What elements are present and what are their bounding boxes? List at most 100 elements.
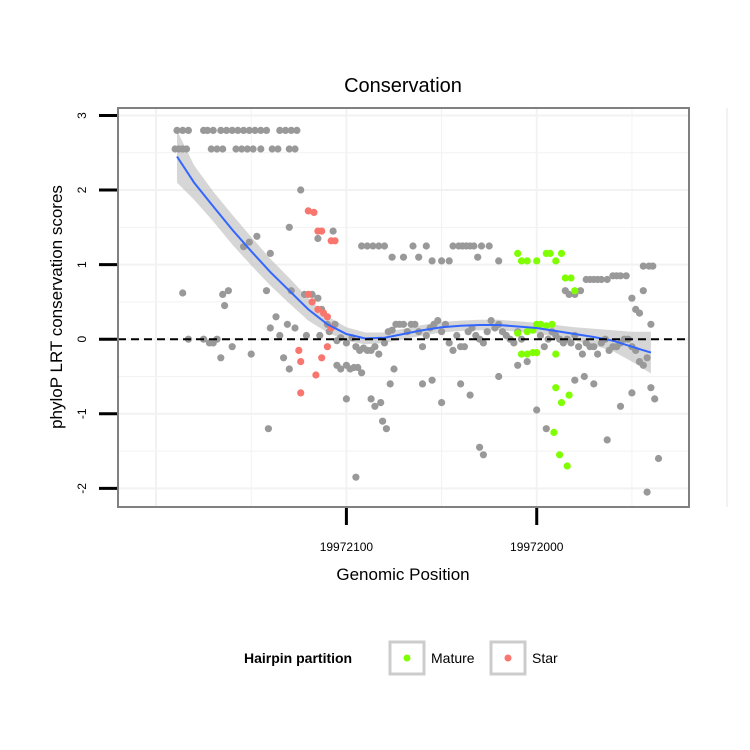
data-point-other — [302, 331, 310, 340]
data-point-mature — [514, 249, 522, 257]
data-point-mature — [546, 249, 554, 257]
data-point-other — [262, 287, 271, 295]
data-point-other — [485, 242, 493, 250]
data-point-other — [495, 372, 503, 381]
data-point-mature — [523, 257, 531, 265]
data-point-other — [285, 223, 293, 231]
data-point-other — [240, 126, 248, 134]
legend-label-mature: Mature — [431, 650, 475, 666]
scatter-points — [171, 126, 663, 496]
data-point-other — [428, 376, 436, 384]
data-point-other — [380, 339, 389, 347]
data-point-other — [173, 126, 181, 134]
data-point-other — [179, 126, 187, 134]
data-point-other — [203, 126, 212, 134]
data-point-other — [245, 126, 253, 134]
data-point-mature — [552, 257, 560, 265]
data-point-other — [445, 339, 453, 347]
data-point-other — [280, 354, 288, 362]
data-point-other — [434, 317, 442, 325]
data-point-other — [628, 294, 636, 302]
data-point-other — [540, 343, 548, 351]
confidence-band — [177, 130, 651, 374]
y-axis-title: phyloP LRT conservation scores — [47, 185, 66, 429]
data-point-other — [409, 242, 417, 250]
data-point-other — [616, 272, 625, 280]
data-point-other — [291, 145, 299, 153]
data-point-mature — [563, 462, 571, 470]
x-tick-label: 19972000 — [510, 540, 564, 554]
data-point-other — [329, 227, 337, 235]
data-point-mature — [557, 399, 566, 407]
data-point-other — [411, 320, 419, 328]
data-point-mature — [552, 350, 560, 358]
y-tick-label: 1 — [75, 261, 89, 268]
data-point-other — [388, 253, 396, 261]
data-point-other — [363, 242, 371, 250]
data-point-other — [386, 380, 394, 388]
data-point-other — [449, 346, 457, 354]
data-point-other — [219, 145, 227, 153]
data-point-other — [399, 320, 408, 328]
data-point-other — [222, 126, 231, 134]
data-point-other — [603, 436, 611, 444]
data-point-other — [243, 145, 251, 153]
y-tick-label: -1 — [75, 408, 89, 419]
data-point-other — [639, 287, 647, 295]
data-point-other — [375, 242, 383, 250]
data-point-other — [219, 290, 227, 298]
data-point-other — [438, 399, 446, 407]
data-point-other — [445, 257, 453, 265]
data-point-other — [580, 372, 588, 381]
data-point-other — [479, 451, 487, 459]
x-axis: 19972100 19972000 — [320, 508, 564, 554]
data-point-other — [276, 331, 284, 340]
data-point-other — [264, 425, 272, 433]
data-point-other — [367, 395, 375, 403]
data-point-other — [639, 262, 647, 270]
data-point-other — [510, 339, 518, 347]
data-point-star — [308, 298, 316, 306]
data-point-other — [262, 126, 271, 134]
legend-marker-mature — [403, 654, 411, 662]
data-point-mature — [514, 329, 522, 337]
data-point-other — [388, 326, 396, 334]
data-point-mature — [556, 451, 564, 459]
data-point-other — [647, 320, 655, 328]
data-point-mature — [542, 322, 550, 330]
data-point-other — [217, 126, 225, 134]
data-point-other — [276, 126, 284, 134]
data-point-mature — [557, 249, 566, 257]
data-point-other — [285, 145, 293, 153]
data-point-other — [266, 249, 274, 257]
data-point-other — [438, 257, 446, 265]
data-point-mature — [548, 320, 556, 328]
data-point-other — [184, 126, 192, 134]
smooth-curve-layer — [176, 155, 652, 354]
smooth-curve — [176, 155, 652, 354]
legend-label-star: Star — [532, 650, 558, 666]
data-point-other — [438, 328, 446, 336]
data-point-mature — [523, 350, 531, 358]
data-point-other — [316, 331, 324, 340]
data-point-other — [466, 391, 474, 399]
data-point-other — [483, 328, 491, 336]
data-point-other — [639, 361, 647, 369]
data-point-other — [590, 380, 598, 388]
data-point-star — [318, 227, 326, 235]
data-point-other — [358, 369, 366, 377]
data-point-other — [291, 324, 299, 332]
data-point-other — [380, 242, 389, 250]
data-point-star — [331, 237, 339, 245]
data-point-other — [575, 343, 583, 351]
data-point-other — [643, 488, 651, 496]
chart-title: Conservation — [344, 75, 462, 97]
data-point-other — [337, 334, 345, 342]
data-point-other — [628, 389, 636, 397]
data-point-other — [643, 354, 651, 362]
legend: Hairpin partition Mature Star — [244, 640, 558, 676]
data-point-other — [453, 331, 461, 340]
data-point-other — [460, 343, 468, 351]
data-point-other — [649, 262, 657, 270]
